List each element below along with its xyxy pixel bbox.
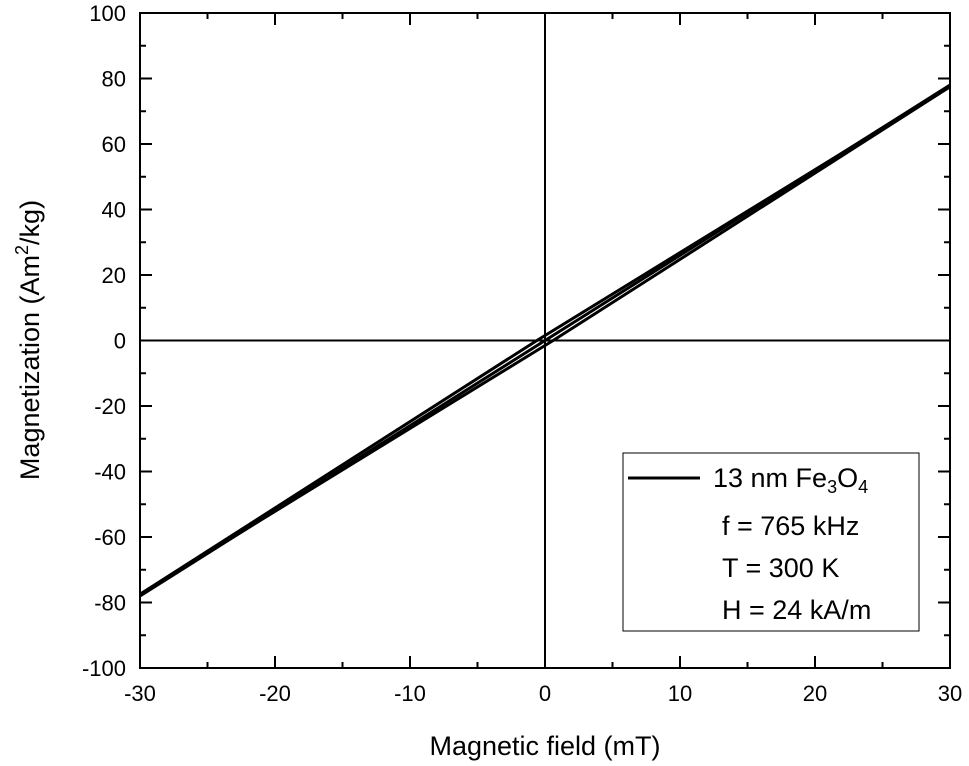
legend: 13 nm Fe3O4 f = 765 kHz T = 300 K H = 24… [622,452,920,632]
y-tick-label: 0 [114,329,126,354]
series-line-branch-1 [139,85,951,596]
y-tick-label: 40 [102,198,126,223]
series-layer [139,83,951,598]
y-tick-label: 100 [89,1,126,26]
y-tick-label: 80 [102,67,126,92]
legend-label: 13 nm Fe3O4 [713,463,868,497]
x-tick-label: -30 [124,681,156,706]
y-tick-label: -60 [94,525,126,550]
x-tick-label: 20 [803,681,827,706]
y-tick-label: 20 [102,263,126,288]
x-tick-label: 30 [938,681,962,706]
series-line-branch-2 [139,85,951,596]
annotation-temperature: T = 300 K [722,553,839,583]
y-tick-label: -80 [94,591,126,616]
y-tick-label: -100 [82,656,126,681]
legend-box [622,452,920,632]
annotation-field-amplitude: H = 24 kA/m [722,595,871,625]
x-axis-title: Magnetic field (mT) [429,731,660,761]
x-tick-label: 0 [539,681,551,706]
y-axis-title: Magnetization (Am2/kg) [12,200,45,480]
y-tick-label: 60 [102,132,126,157]
tick-labels: -30 -20 -10 0 10 20 30-100-80-60-40-2002040608… [82,1,962,706]
annotation-frequency: f = 765 kHz [722,511,859,541]
x-tick-label: 10 [668,681,692,706]
y-tick-label: -40 [94,460,126,485]
x-tick-label: -20 [259,681,291,706]
y-tick-label: -20 [94,394,126,419]
x-tick-label: -10 [394,681,426,706]
plot-frame [139,12,951,669]
